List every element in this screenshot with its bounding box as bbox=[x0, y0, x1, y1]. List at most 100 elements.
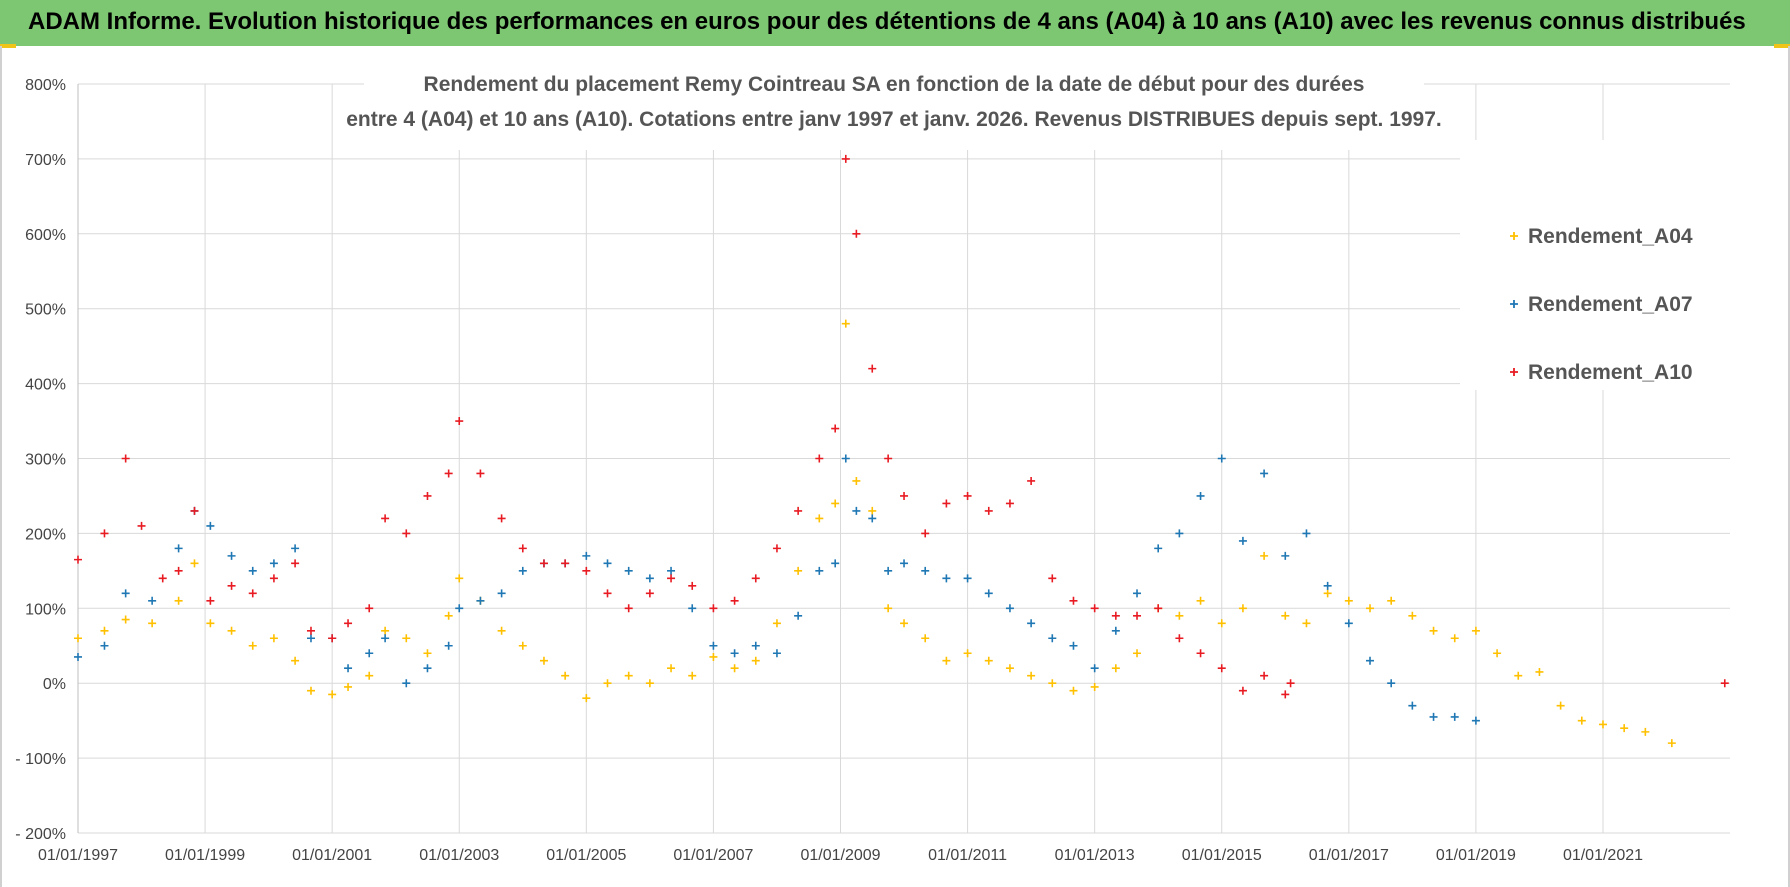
data-point bbox=[1577, 716, 1586, 725]
title-banner: ADAM Informe. Evolution historique des p… bbox=[0, 0, 1790, 46]
data-point bbox=[174, 596, 183, 605]
data-point bbox=[852, 229, 861, 238]
data-point bbox=[328, 634, 337, 643]
data-point bbox=[227, 626, 236, 635]
data-point bbox=[174, 544, 183, 553]
data-point bbox=[1005, 499, 1014, 508]
data-point bbox=[1217, 664, 1226, 673]
data-point bbox=[121, 454, 130, 463]
data-point bbox=[794, 566, 803, 575]
data-points bbox=[74, 154, 1729, 748]
data-point bbox=[1069, 686, 1078, 695]
x-tick-label: 01/01/2011 bbox=[928, 847, 1007, 864]
data-point bbox=[815, 454, 824, 463]
data-point bbox=[121, 615, 130, 624]
data-point bbox=[476, 469, 485, 478]
data-point bbox=[269, 559, 278, 568]
data-point bbox=[645, 679, 654, 688]
data-point bbox=[1260, 551, 1269, 560]
data-point bbox=[1048, 574, 1057, 583]
legend-marker bbox=[1510, 368, 1518, 376]
data-point bbox=[794, 506, 803, 515]
y-tick-label: 200% bbox=[25, 526, 66, 543]
data-point bbox=[1260, 469, 1269, 478]
data-point bbox=[624, 671, 633, 680]
data-point bbox=[248, 589, 257, 598]
data-point bbox=[381, 634, 390, 643]
data-point bbox=[815, 514, 824, 523]
data-point bbox=[884, 566, 893, 575]
data-point bbox=[402, 634, 411, 643]
data-point bbox=[1493, 649, 1502, 658]
y-tick-label: 400% bbox=[25, 377, 66, 394]
data-point bbox=[1429, 626, 1438, 635]
data-point bbox=[423, 664, 432, 673]
data-point bbox=[984, 506, 993, 515]
data-point bbox=[1048, 634, 1057, 643]
data-point bbox=[1175, 529, 1184, 538]
data-point bbox=[100, 641, 109, 650]
data-point bbox=[772, 544, 781, 553]
data-point bbox=[1027, 619, 1036, 628]
data-point bbox=[100, 529, 109, 538]
data-point bbox=[1302, 529, 1311, 538]
data-point bbox=[365, 649, 374, 658]
data-point bbox=[868, 514, 877, 523]
data-point bbox=[365, 604, 374, 613]
data-point bbox=[561, 559, 570, 568]
data-point bbox=[709, 641, 718, 650]
data-point bbox=[1111, 611, 1120, 620]
data-point bbox=[248, 566, 257, 575]
data-point bbox=[868, 364, 877, 373]
banner-accent-right bbox=[1774, 44, 1790, 48]
x-axis-ticks: 01/01/1997 01/01/1999 01/01/2001 01/01/2003… bbox=[38, 847, 1643, 864]
data-point bbox=[709, 604, 718, 613]
data-point bbox=[751, 641, 760, 650]
data-point bbox=[730, 664, 739, 673]
data-point bbox=[1090, 664, 1099, 673]
data-point bbox=[1175, 611, 1184, 620]
data-point bbox=[852, 476, 861, 485]
data-point bbox=[291, 544, 300, 553]
data-point bbox=[269, 634, 278, 643]
data-point bbox=[1175, 634, 1184, 643]
data-point bbox=[1598, 720, 1607, 729]
data-point bbox=[190, 506, 199, 515]
data-point bbox=[603, 679, 612, 688]
data-point bbox=[900, 491, 909, 500]
data-point bbox=[963, 491, 972, 500]
data-point bbox=[1111, 664, 1120, 673]
data-point bbox=[1281, 690, 1290, 699]
data-point bbox=[1344, 596, 1353, 605]
legend-item-Rendement_A04: Rendement_A04 bbox=[1510, 225, 1693, 248]
x-tick-label: 01/01/2013 bbox=[1055, 847, 1135, 864]
data-point bbox=[137, 521, 146, 530]
data-point bbox=[1111, 626, 1120, 635]
data-point bbox=[815, 566, 824, 575]
data-point bbox=[772, 649, 781, 658]
x-tick-label: 01/01/2021 bbox=[1563, 847, 1643, 864]
data-point bbox=[381, 626, 390, 635]
data-point bbox=[1281, 611, 1290, 620]
data-point bbox=[497, 626, 506, 635]
data-point bbox=[148, 619, 157, 628]
data-point bbox=[942, 574, 951, 583]
data-point bbox=[624, 604, 633, 613]
y-tick-label: - 200% bbox=[15, 826, 66, 843]
data-point bbox=[1133, 589, 1142, 598]
data-point bbox=[1471, 716, 1480, 725]
data-point bbox=[624, 566, 633, 575]
x-tick-label: 01/01/2007 bbox=[673, 847, 753, 864]
data-point bbox=[1450, 712, 1459, 721]
data-point bbox=[306, 626, 315, 635]
legend-item-Rendement_A10: Rendement_A10 bbox=[1510, 361, 1693, 384]
series-Rendement_A07 bbox=[74, 454, 1480, 725]
data-point bbox=[291, 656, 300, 665]
data-point bbox=[1069, 596, 1078, 605]
x-tick-label: 01/01/2005 bbox=[546, 847, 626, 864]
data-point bbox=[1366, 656, 1375, 665]
banner-accent-left bbox=[0, 44, 16, 48]
data-point bbox=[344, 664, 353, 673]
y-tick-label: 800% bbox=[25, 77, 66, 94]
y-tick-label: 700% bbox=[25, 152, 66, 169]
